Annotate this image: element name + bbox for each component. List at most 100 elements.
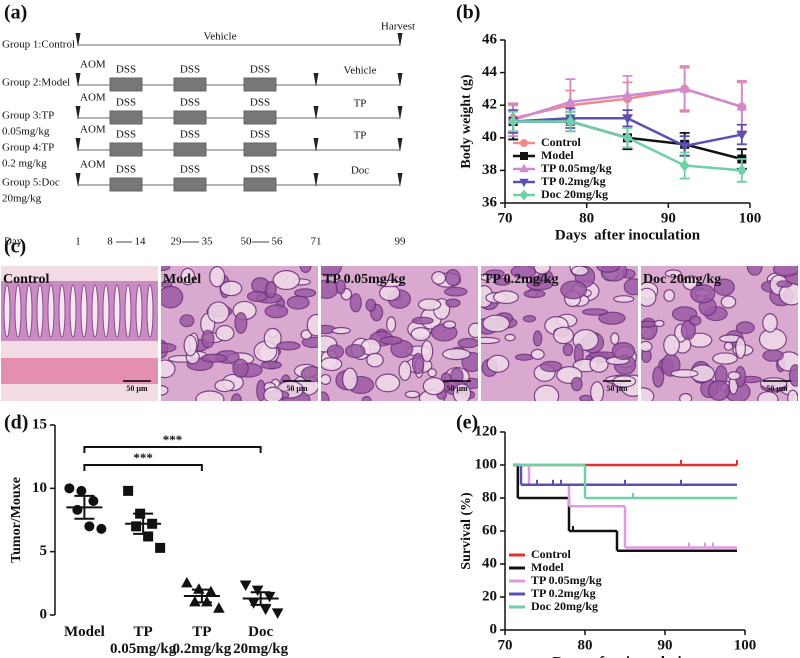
arrow (313, 106, 319, 120)
gland (772, 266, 798, 277)
image-title: TP 0.05mg/kg (323, 272, 405, 287)
sem-bar (250, 591, 271, 606)
marker (123, 485, 134, 496)
y-tick-label: 10 (32, 480, 47, 496)
gland (589, 355, 609, 373)
legend-label: Control (531, 547, 571, 561)
gland (442, 320, 457, 329)
y-axis-label: Body weight (g) (459, 74, 474, 168)
gland (161, 385, 169, 396)
marker (736, 164, 747, 177)
significance-label: *** (163, 432, 183, 447)
gland (452, 383, 472, 401)
arrow (397, 73, 403, 87)
gland (361, 395, 372, 401)
x-tick-label: 80 (578, 637, 593, 653)
marker (64, 483, 75, 494)
histology-image (321, 266, 478, 401)
gland (670, 369, 699, 378)
y-tick-label: 5 (40, 543, 48, 559)
harvest: Harvest (381, 21, 415, 33)
dss-box (173, 77, 207, 92)
y-tick-label: 60 (482, 522, 497, 538)
gland (613, 295, 635, 303)
gland (735, 336, 746, 359)
gland (417, 298, 442, 311)
dss-box (109, 142, 143, 157)
marker (565, 96, 576, 106)
group-dose: 20mg/kg (2, 193, 42, 205)
gland (300, 365, 318, 383)
gland (560, 280, 588, 300)
crypt (14, 284, 22, 338)
gland (411, 316, 434, 325)
scale-label: 50 μm (286, 384, 308, 393)
panel-label: (b) (456, 2, 480, 24)
gland (431, 271, 447, 285)
gland (590, 381, 605, 401)
y-tick-label: 36 (482, 194, 498, 210)
gland (246, 290, 268, 302)
arrow (75, 173, 81, 187)
gland (209, 266, 226, 288)
crypt (80, 284, 88, 338)
dss-label: DSS (180, 129, 200, 141)
gland (411, 352, 425, 375)
marker (519, 189, 529, 201)
gland (321, 357, 343, 372)
gland (707, 380, 730, 401)
y-tick-label: 40 (482, 555, 497, 571)
gland (467, 322, 478, 339)
panel-label: (e) (456, 412, 478, 434)
gland (762, 349, 784, 362)
gland (504, 333, 516, 342)
marker (622, 131, 633, 144)
carcinogen: AOM (80, 159, 106, 171)
muscle (1, 358, 158, 384)
gland (787, 389, 798, 401)
gland (514, 353, 534, 361)
mucosa (1, 281, 158, 341)
gland (161, 285, 184, 309)
gland (664, 269, 682, 278)
gland (376, 279, 403, 288)
gland (523, 289, 546, 299)
group-name: Group 1:Control (2, 39, 75, 51)
crypt (124, 284, 132, 338)
scale-label: 50 μm (126, 384, 148, 393)
y-tick-label: 20 (482, 588, 497, 604)
gland (380, 336, 403, 345)
gland (581, 308, 609, 316)
gland (263, 327, 282, 349)
histology-image (641, 266, 798, 401)
x-tick-label: Doc 20mg/kg (233, 624, 289, 657)
histology-image (161, 266, 318, 401)
gland (207, 301, 230, 324)
marker (155, 542, 166, 553)
day: 50 (241, 236, 253, 248)
marker (131, 521, 142, 532)
arrow (397, 106, 403, 120)
group-name: Group 2:Model (2, 77, 70, 89)
gland (526, 279, 553, 291)
gland (596, 266, 620, 273)
y-tick-label: 44 (482, 64, 498, 80)
gland (234, 312, 248, 334)
image-title: Control (3, 272, 50, 287)
y-tick-label: 100 (475, 456, 498, 472)
gland (712, 352, 738, 365)
gland (571, 266, 589, 277)
gland (422, 377, 446, 396)
gland (272, 270, 301, 291)
x-tick-label: 70 (498, 210, 513, 226)
group-dose: 0.2 mg/kg (2, 158, 47, 170)
arrow (397, 33, 403, 47)
gland (326, 344, 344, 359)
gland (306, 313, 318, 337)
gland (286, 295, 310, 310)
scale-label: 50 μm (766, 384, 788, 393)
y-tick-label: 0 (490, 621, 498, 637)
gland (200, 353, 228, 363)
y-axis-label: Survival (%) (459, 492, 474, 570)
gland (533, 266, 551, 275)
